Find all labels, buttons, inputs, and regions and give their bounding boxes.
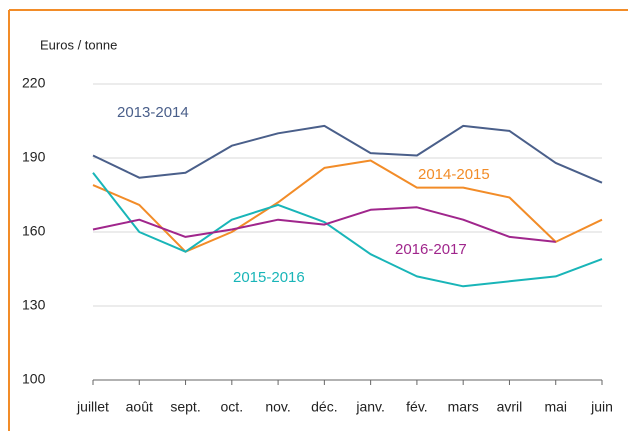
series-line	[92, 159, 603, 253]
series-label: 2014-2015	[418, 166, 490, 183]
y-axis-label: Euros / tonne	[40, 37, 117, 52]
y-tick-label: 130	[22, 297, 46, 313]
x-tick-label: avril	[497, 399, 523, 415]
x-tick-label: juillet	[76, 399, 109, 415]
x-tick-label: juin	[590, 399, 613, 415]
y-tick-label: 100	[22, 371, 46, 387]
x-tick-label: nov.	[265, 399, 290, 415]
series-line	[92, 206, 556, 243]
series-line	[92, 172, 603, 288]
series-line	[92, 124, 603, 184]
series-label: 2013-2014	[117, 104, 189, 121]
x-tick-label: août	[126, 399, 153, 415]
x-tick-label: mars	[448, 399, 479, 415]
y-tick-label: 190	[22, 149, 46, 165]
y-tick-label: 160	[22, 223, 46, 239]
x-tick-label: janv.	[355, 399, 385, 415]
x-tick-label: sept.	[170, 399, 200, 415]
x-tick-label: fév.	[406, 399, 428, 415]
series-label: 2016-2017	[395, 241, 467, 258]
x-tick-label: mai	[544, 399, 567, 415]
x-tick-label: oct.	[221, 399, 244, 415]
series-label: 2015-2016	[233, 269, 305, 286]
y-tick-label: 220	[22, 75, 46, 91]
x-tick-label: déc.	[311, 399, 337, 415]
